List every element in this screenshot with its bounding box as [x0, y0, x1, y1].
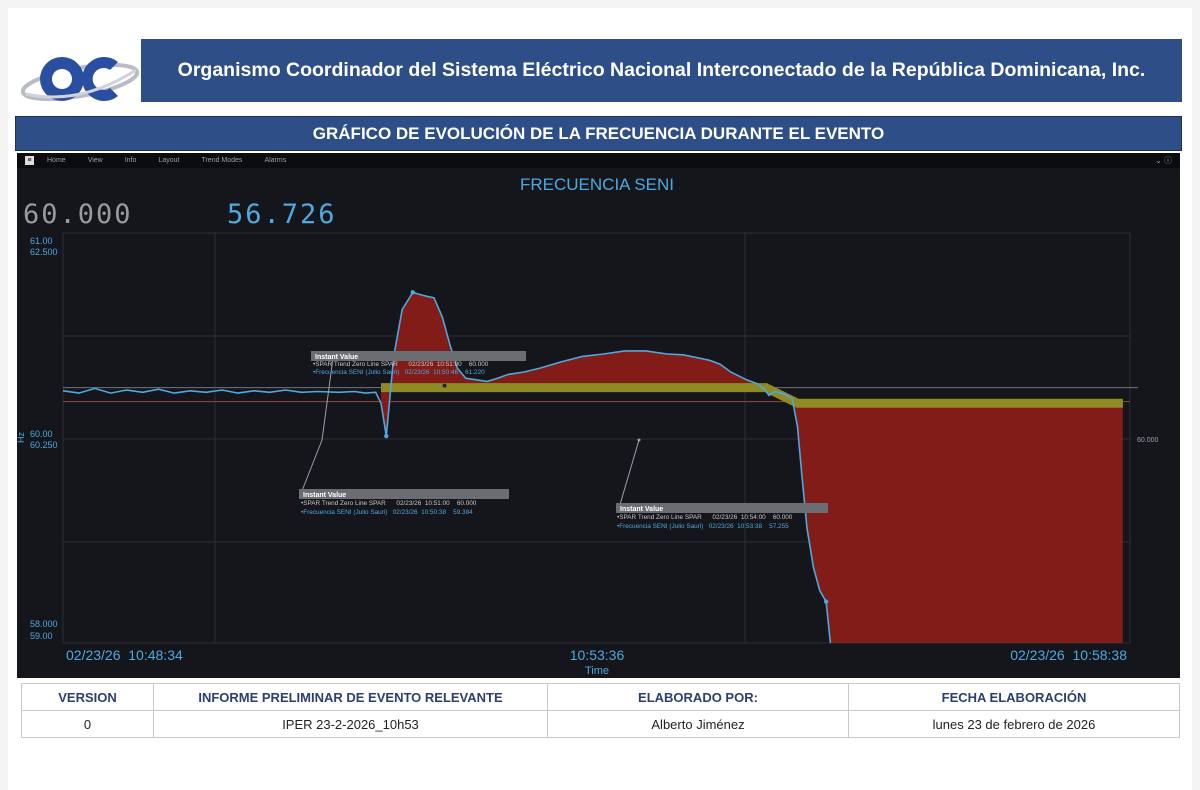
frequency-point-2 [823, 599, 829, 604]
menu-info[interactable]: Info [124, 157, 137, 164]
y-axis-label: Hz [17, 432, 26, 443]
menu-home[interactable]: Home [47, 157, 66, 164]
tooltip-drop[interactable]: Instant Value •SPAR Trend Zero Line SPAR… [616, 438, 828, 531]
report-info-value-row: 0 IPER 23-2-2026_10h53 Alberto Jiménez l… [21, 710, 1180, 738]
window-controls-icon[interactable]: ⌄ ⓘ [1155, 156, 1172, 165]
spar-trend-line [381, 383, 1123, 408]
x-tick-mid: 10:53:36 [570, 647, 625, 663]
y-label-mid-1: 60.00 [30, 429, 53, 439]
value-author: Alberto Jiménez [547, 710, 849, 738]
report-info-header-row: VERSION INFORME PRELIMINAR DE EVENTO REL… [21, 683, 1180, 711]
organization-name: Organismo Coordinador del Sistema Eléctr… [177, 59, 1146, 81]
trend-menubar: ≡ Home View Info Layout Trend Modes Alar… [17, 153, 1180, 168]
trend-panel: ≡ Home View Info Layout Trend Modes Alar… [17, 153, 1180, 678]
x-axis-label: Time [585, 665, 609, 677]
x-tick-end: 02/23/26 10:58:38 [1010, 647, 1127, 663]
y-label-top-2: 62.500 [30, 247, 58, 257]
readout-reference: 60.000 [23, 199, 133, 230]
tooltip-dip-line2: •Frecuencia SENI (Julio Sauri) 02/23/26 … [301, 509, 473, 516]
frequency-chart: FRECUENCIA SENI 60.000 56.726 61.00 62.5… [17, 175, 1159, 677]
deviation-fill [381, 292, 1123, 643]
y-label-top-1: 61.00 [30, 236, 53, 246]
reference-marker-label: 60.000 [1137, 437, 1159, 444]
menu-trend-modes[interactable]: Trend Modes [201, 157, 243, 164]
tooltip-drop-line1: •SPAR Trend Zero Line SPAR 02/23/26 10:5… [617, 514, 793, 521]
frequency-line [62, 291, 832, 644]
chart-title: GRÁFICO DE EVOLUCIÓN DE LA FRECUENCIA DU… [312, 123, 885, 143]
report-info-table: VERSION INFORME PRELIMINAR DE EVENTO REL… [21, 683, 1180, 738]
tooltip-dip[interactable]: Instant Value •SPAR Trend Zero Line SPAR… [299, 439, 509, 516]
value-report: IPER 23-2-2026_10h53 [153, 710, 548, 738]
tooltip-peak-title: Instant Value [315, 354, 358, 361]
organization-banner: Organismo Coordinador del Sistema Eléctr… [141, 39, 1182, 102]
y-label-bottom-1: 58.000 [30, 619, 58, 629]
menu-layout[interactable]: Layout [158, 157, 180, 164]
y-label-mid-2: 60.250 [30, 440, 58, 450]
value-date: lunes 23 de febrero de 2026 [848, 710, 1180, 738]
frequency-point-0 [410, 290, 415, 295]
spar-point [442, 383, 447, 388]
y-label-bottom-2: 59.00 [30, 631, 53, 641]
header-author: ELABORADO POR: [547, 683, 849, 711]
header-report: INFORME PRELIMINAR DE EVENTO RELEVANTE [153, 683, 548, 711]
menu-alarms[interactable]: Alarms [264, 157, 287, 164]
chart-title-text: FRECUENCIA SENI [520, 175, 674, 194]
header-version: VERSION [21, 683, 154, 711]
oc-logo [20, 57, 140, 102]
x-tick-start: 02/23/26 10:48:34 [66, 647, 183, 663]
tooltip-peak-line1: •SPAR Trend Zero Line SPAR 02/23/26 10:5… [313, 361, 489, 368]
report-sheet: Organismo Coordinador del Sistema Eléctr… [8, 8, 1192, 790]
tooltip-drop-line2: •Frecuencia SENI (Julio Sauri) 02/23/26 … [617, 523, 789, 530]
tooltip-peak-line2: •Frecuencia SENI (Julio Sauri) 02/23/26 … [313, 369, 485, 376]
header-date: FECHA ELABORACIÓN [848, 683, 1180, 711]
readout-current: 56.726 [227, 199, 337, 230]
tooltip-drop-title: Instant Value [620, 506, 663, 513]
chart-title-banner: GRÁFICO DE EVOLUCIÓN DE LA FRECUENCIA DU… [15, 116, 1182, 151]
series-layer [62, 290, 1123, 644]
tooltip-peak[interactable]: Instant Value •SPAR Trend Zero Line SPAR… [311, 351, 526, 441]
tooltip-dip-line1: •SPAR Trend Zero Line SPAR 02/23/26 10:5… [301, 500, 477, 507]
menu-view[interactable]: View [87, 157, 103, 164]
menu-icon[interactable]: ≡ [25, 156, 34, 165]
frequency-point-1 [384, 433, 389, 439]
tooltip-dip-title: Instant Value [303, 492, 346, 499]
value-version: 0 [21, 710, 154, 738]
